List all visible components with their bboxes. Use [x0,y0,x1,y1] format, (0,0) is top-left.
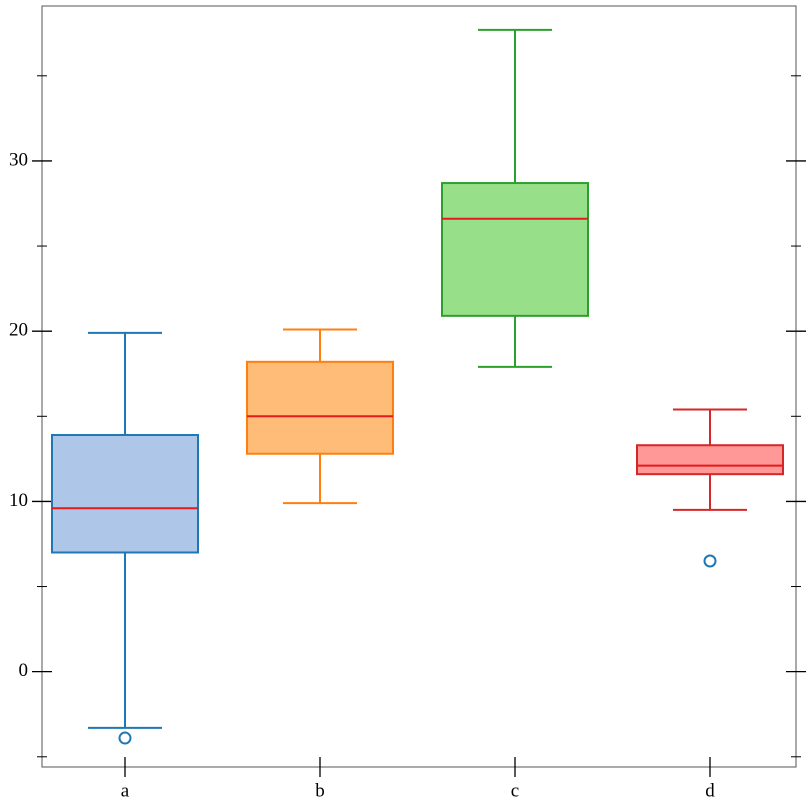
x-tick-label: d [705,780,715,801]
plot-frame [41,5,797,768]
x-tick-label: a [121,780,130,801]
x-tick-label: b [315,780,325,801]
box [246,360,394,455]
y-tick-label: 0 [19,660,29,681]
y-tick-label: 20 [9,320,28,341]
y-tick-label: 30 [9,149,28,170]
flier [118,731,132,745]
box [51,434,199,554]
flier [703,554,717,568]
box [636,444,784,476]
x-tick-label: c [511,780,519,801]
box [441,182,589,317]
y-tick-label: 10 [9,490,28,511]
